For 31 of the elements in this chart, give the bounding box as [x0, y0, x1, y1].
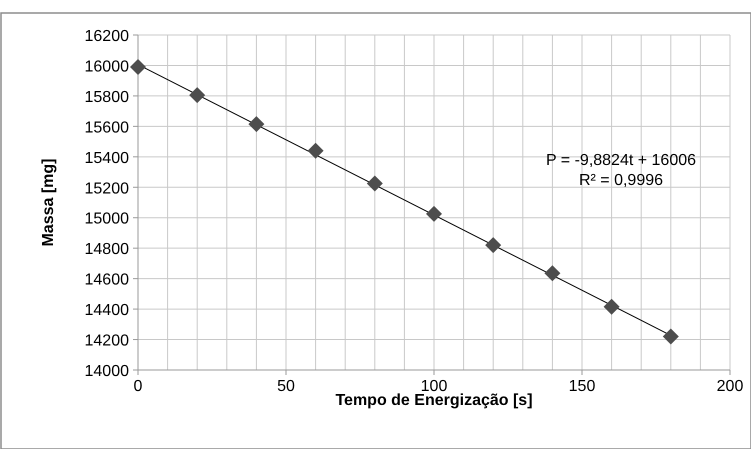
point — [604, 298, 620, 315]
point — [248, 116, 264, 132]
y-tick-label: 16200 — [84, 28, 130, 45]
annotation: R² = 0,9996 — [578, 172, 664, 189]
x-tick-label: 50 — [277, 378, 295, 395]
y-tick-label: 15400 — [84, 150, 130, 167]
y-tick-label: 14600 — [84, 272, 130, 289]
y-axis-title: Massa [mg] — [40, 158, 57, 247]
point — [544, 265, 560, 282]
x-axis-title: Tempo de Energização [s] — [335, 392, 533, 409]
x-tick-label: 150 — [568, 378, 596, 395]
point — [426, 206, 442, 222]
y-tick-label: 15200 — [84, 180, 130, 198]
y-tick-label: 15000 — [84, 210, 130, 228]
point — [366, 175, 383, 192]
y-tick-label: 15600 — [84, 119, 130, 136]
x-tick-label: 100 — [420, 378, 448, 395]
point — [130, 58, 146, 75]
annotation: P = -9,8824t + 16006 — [546, 152, 696, 169]
x-tick-label: 0 — [134, 378, 143, 395]
y-tick-label: 14200 — [84, 332, 130, 350]
point — [189, 87, 206, 104]
y-tick-label: 15800 — [84, 88, 130, 106]
y-tick-label: 14800 — [84, 241, 130, 258]
y-tick-label: 14000 — [84, 363, 130, 380]
y-tick-label: 16000 — [84, 58, 130, 76]
point — [308, 142, 324, 159]
point — [485, 237, 502, 254]
point — [662, 328, 679, 344]
y-tick-label: 14400 — [84, 302, 130, 320]
x-tick-label: 200 — [716, 378, 744, 395]
